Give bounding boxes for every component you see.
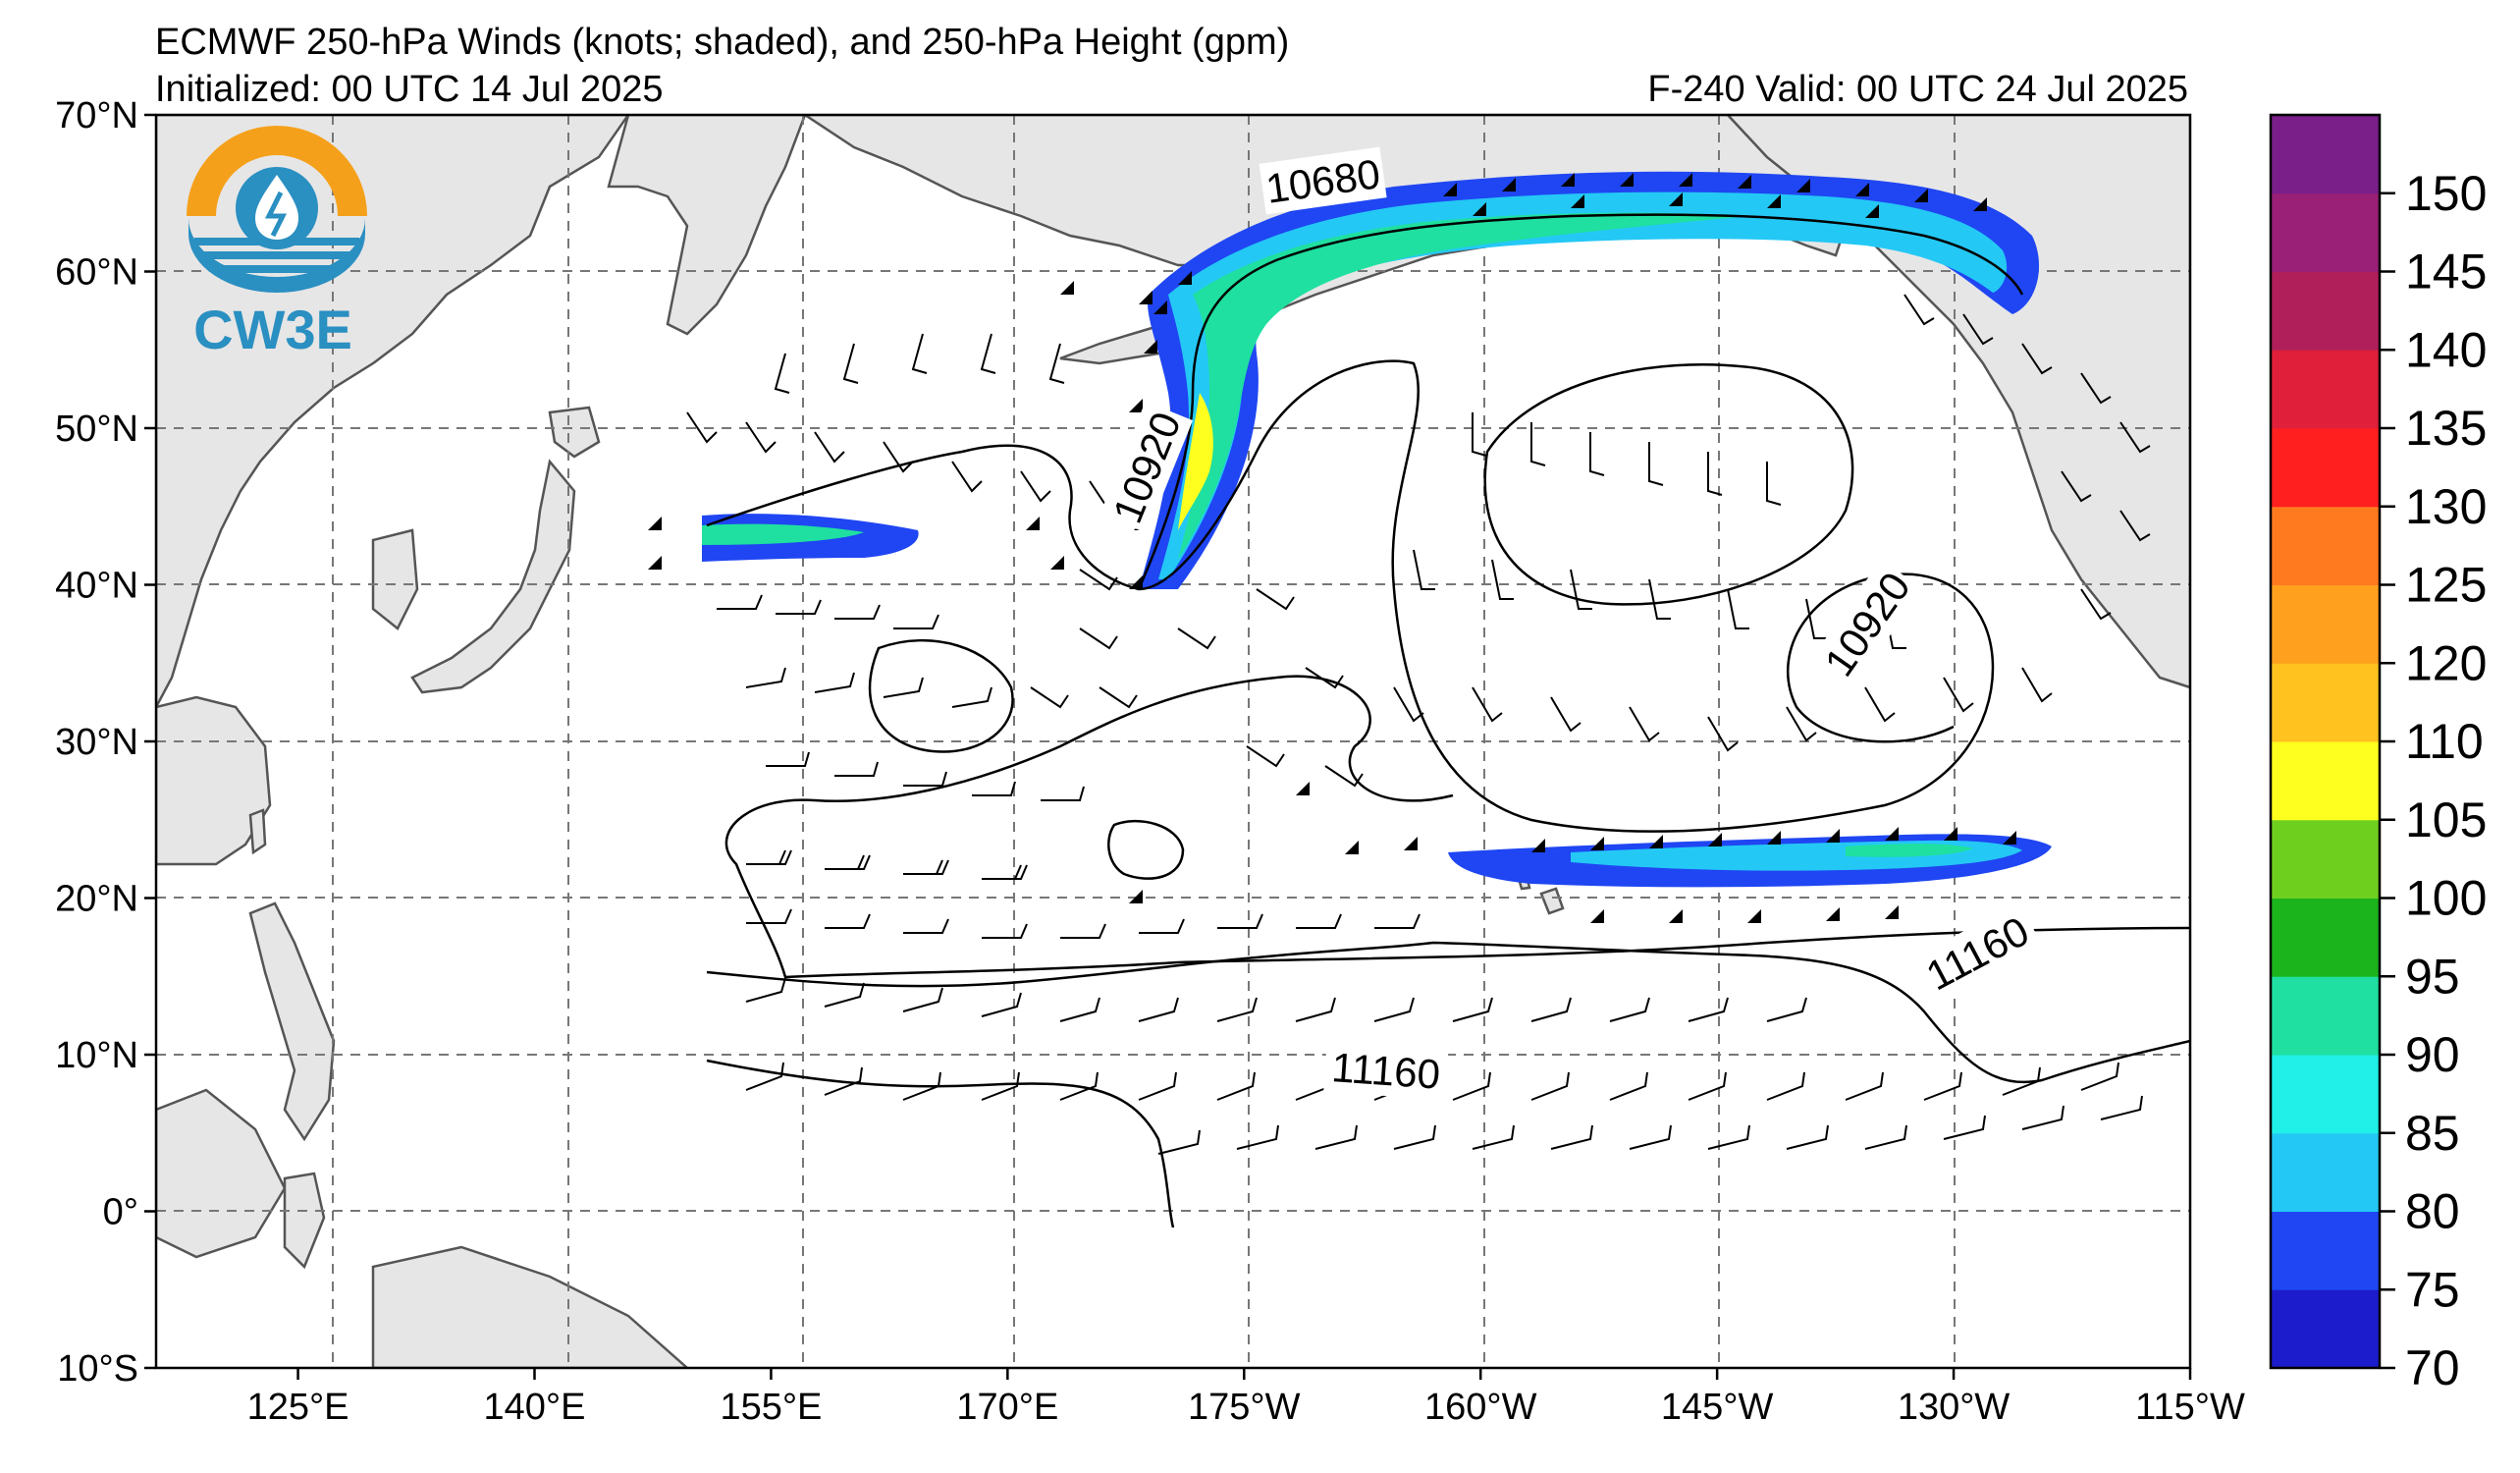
axes: 125°E 140°E 155°E 170°E 175°W 160°W 145°W 130°W… [55, 95, 2245, 1428]
map-title: ECMWF 250-hPa Winds (knots; shaded), and… [155, 22, 1290, 63]
contour-label-bg [1810, 559, 1923, 689]
contour-11160-south [706, 941, 2190, 1084]
jet-north-pacific [1139, 171, 2040, 589]
contour-west-closed [868, 639, 1014, 753]
contour-label: 10680 [1259, 146, 1387, 215]
lon-label: 140°E [484, 1387, 586, 1428]
valid-time: F-240 Valid: 00 UTC 24 Jul 2025 [1647, 69, 2188, 110]
land-sulawesi [283, 1172, 326, 1270]
land-new-guinea [371, 1245, 689, 1368]
contour-10920-loop [1483, 362, 1854, 606]
contour-label-text: 11160 [1330, 1044, 1442, 1098]
logo-text: CW3E [193, 299, 352, 360]
jet-north-core [1158, 191, 2008, 580]
contour-label-bg [1099, 401, 1194, 534]
lat-label: 60°N [55, 252, 138, 294]
graticule [156, 115, 2190, 1368]
contour-label-bg [1911, 901, 2044, 1005]
lat-label: 30°N [55, 722, 138, 763]
land-philippines [248, 901, 336, 1142]
lon-label: 125°E [247, 1387, 349, 1428]
land-indonesia-borneo [156, 1088, 287, 1259]
lon-label: 130°W [1898, 1387, 2011, 1428]
land-kamchatka [607, 115, 807, 336]
contour-label-bg [1259, 146, 1387, 215]
lat-label: 50°N [55, 409, 138, 450]
contour-10680 [1137, 213, 2024, 590]
lat-label: 70°N [55, 95, 138, 136]
wind-barbs [686, 294, 2151, 1155]
contour-label: 11160 [1323, 1040, 1449, 1101]
initialized-time: Initialized: 00 UTC 14 Jul 2025 [155, 69, 664, 110]
contour-11160 [724, 675, 2190, 979]
jet-west-core [702, 523, 864, 545]
flag-barbs [648, 173, 2016, 923]
lat-label: 20°N [55, 879, 138, 920]
contour-label-bg [1323, 1040, 1449, 1101]
lon-label: 155°E [720, 1387, 822, 1428]
lat-label: 10°S [57, 1348, 138, 1390]
contour-small-loop [1107, 820, 1185, 880]
lon-label: 145°W [1661, 1387, 1774, 1428]
lat-label: 10°N [55, 1035, 138, 1076]
jet-shading [702, 171, 2052, 888]
lat-label: 40°N [55, 566, 138, 607]
land-korea [371, 528, 419, 630]
land-japan [410, 459, 576, 694]
contour-equatorial [706, 1059, 1175, 1228]
land-taiwan [248, 808, 267, 855]
lon-label: 170°E [956, 1387, 1058, 1428]
lon-label: 115°W [2135, 1387, 2245, 1428]
cw3e-logo: CW3E [187, 126, 367, 360]
lon-label: 175°W [1188, 1387, 1301, 1428]
lat-label: 0° [103, 1192, 138, 1233]
land-hokkaido [548, 406, 601, 459]
jet-north-peak [1178, 393, 1213, 530]
jet-subtropical-inner [1846, 844, 1973, 857]
water-drop-sun-logo-icon [187, 126, 367, 293]
land-hawaii-1 [1539, 887, 1565, 915]
lon-label: 160°W [1424, 1387, 1537, 1428]
